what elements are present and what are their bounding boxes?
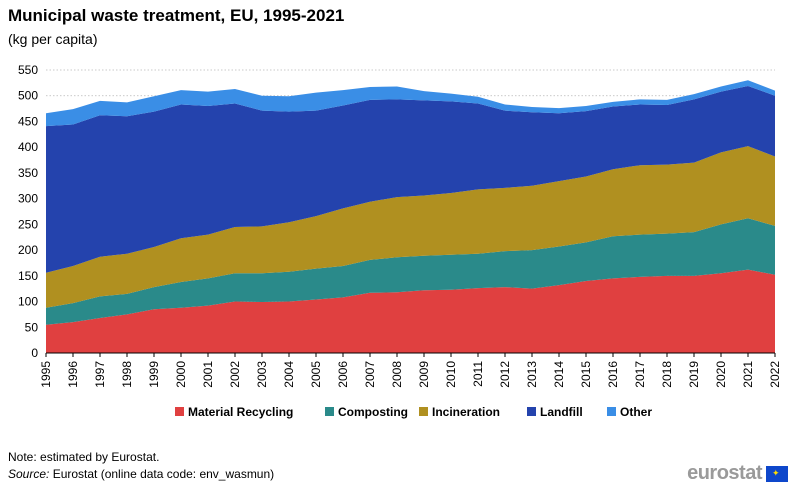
- x-tick-label: 2019: [687, 361, 701, 388]
- x-tick-label: 2001: [201, 361, 215, 388]
- legend-label-landfill: Landfill: [540, 405, 583, 419]
- y-tick-label: 450: [18, 114, 38, 128]
- y-tick-label: 350: [18, 166, 38, 180]
- legend-swatch-material-recycling: [175, 407, 184, 416]
- logo-text: eurostat: [687, 462, 762, 484]
- area-incineration: [46, 146, 775, 308]
- chart-title: Municipal waste treatment, EU, 1995-2021: [8, 6, 345, 25]
- x-tick-label: 2016: [606, 361, 620, 388]
- source-label: Source:: [8, 467, 50, 481]
- x-tick-label: 2018: [660, 361, 674, 388]
- x-tick-label: 2006: [336, 361, 350, 388]
- legend-label-material-recycling: Material Recycling: [188, 405, 293, 419]
- x-tick-label: 2011: [471, 361, 485, 387]
- x-tick-label: 2009: [417, 361, 431, 388]
- x-tick-label: 2014: [552, 361, 566, 388]
- x-tick-label: 2008: [390, 361, 404, 388]
- x-tick-label: 2003: [255, 361, 269, 388]
- legend-swatch-landfill: [527, 407, 536, 416]
- x-tick-label: 1996: [66, 361, 80, 388]
- legend-label-other: Other: [620, 405, 652, 419]
- x-tick-label: 2004: [282, 361, 296, 388]
- x-tick-label: 2000: [174, 361, 188, 388]
- x-tick-label: 1995: [39, 361, 53, 388]
- x-tick-label: 2021: [741, 361, 755, 388]
- x-tick-label: 2020: [714, 361, 728, 388]
- y-tick-label: 200: [18, 243, 38, 257]
- x-tick-label: 1999: [147, 361, 161, 388]
- x-tick-label: 2012: [498, 361, 512, 388]
- legend-label-composting: Composting: [338, 405, 408, 419]
- area-other: [46, 80, 775, 127]
- footnote: Note: estimated by Eurostat.: [8, 450, 160, 464]
- x-tick-label: 2005: [309, 361, 323, 388]
- y-tick-label: 50: [25, 320, 39, 334]
- y-tick-label: 250: [18, 217, 38, 231]
- area-landfill: [46, 85, 775, 273]
- x-tick-label: 2017: [633, 361, 647, 388]
- x-tick-label: 2002: [228, 361, 242, 388]
- stacked-area-chart: 0 50 100 150 200 250 300 350 400 450 500 550 1995 199…: [18, 63, 782, 419]
- y-tick-label: 500: [18, 89, 38, 103]
- eu-flag-icon: [766, 465, 788, 482]
- y-tick-label: 400: [18, 140, 38, 154]
- x-tick-label: 2007: [363, 361, 377, 388]
- area-composting: [46, 218, 775, 325]
- x-tick-label: 2015: [579, 361, 593, 388]
- area-material-recycling: [46, 269, 775, 353]
- chart-subtitle: (kg per capita): [8, 31, 98, 47]
- y-tick-label: 150: [18, 269, 38, 283]
- y-tick-label: 0: [31, 346, 38, 360]
- legend-label-incineration: Incineration: [432, 405, 500, 419]
- y-tick-label: 550: [18, 63, 38, 77]
- legend-swatch-composting: [325, 407, 334, 416]
- y-tick-label: 300: [18, 192, 38, 206]
- x-tick-label: 1998: [120, 361, 134, 388]
- y-tick-label: 100: [18, 295, 38, 309]
- x-tick-label: 1997: [93, 361, 107, 388]
- legend-swatch-other: [607, 407, 616, 416]
- eurostat-logo: eurostat: [687, 462, 788, 485]
- x-tick-label: 2022: [768, 361, 782, 388]
- source-text: Eurostat (online data code: env_wasmun): [49, 467, 275, 481]
- source-line: Source: Eurostat (online data code: env_…: [8, 467, 274, 481]
- x-tick-label: 2013: [525, 361, 539, 388]
- x-tick-label: 2010: [444, 361, 458, 388]
- legend-swatch-incineration: [419, 407, 428, 416]
